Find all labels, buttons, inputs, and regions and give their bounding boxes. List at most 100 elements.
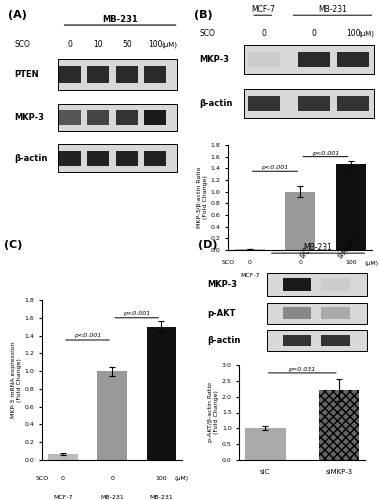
Text: siC: siC	[297, 246, 312, 260]
Text: siMKP-3: siMKP-3	[325, 470, 352, 476]
Bar	[116, 150, 138, 166]
Bar	[144, 66, 166, 83]
Y-axis label: MKP-3 mRNA expression
(Fold Change): MKP-3 mRNA expression (Fold Change)	[11, 342, 22, 418]
Bar	[319, 390, 359, 460]
Text: MKP-3: MKP-3	[200, 55, 230, 64]
Y-axis label: MKP-3/β-actin Ratio
(Fold Change): MKP-3/β-actin Ratio (Fold Change)	[197, 167, 208, 228]
Bar	[58, 60, 177, 90]
Bar	[321, 278, 350, 291]
Bar	[336, 164, 366, 250]
Text: MB-231: MB-231	[304, 243, 332, 252]
Text: MB-231: MB-231	[149, 495, 173, 500]
Text: p<0.001: p<0.001	[312, 150, 339, 156]
Text: p<0.001: p<0.001	[74, 333, 101, 338]
Text: 50: 50	[122, 40, 131, 49]
Text: SCO: SCO	[36, 476, 49, 481]
Text: 0: 0	[311, 29, 316, 38]
Bar	[298, 52, 330, 68]
Text: (D): (D)	[198, 240, 217, 250]
Bar	[283, 334, 311, 346]
Bar	[116, 66, 138, 83]
Bar	[59, 150, 81, 166]
Text: siMKP-3: siMKP-3	[336, 233, 363, 260]
Y-axis label: p-AKT/β-actin Ratio
(Fold Change): p-AKT/β-actin Ratio (Fold Change)	[208, 382, 219, 442]
Bar	[58, 144, 177, 172]
Bar	[147, 326, 176, 460]
Bar	[244, 45, 374, 74]
Text: MB-231: MB-231	[102, 15, 138, 24]
Bar	[244, 45, 374, 74]
Text: 0: 0	[261, 29, 266, 38]
Bar	[59, 110, 81, 125]
Bar	[283, 307, 311, 319]
Bar	[267, 302, 367, 324]
Text: β-actin: β-actin	[207, 336, 240, 345]
Bar	[337, 96, 369, 112]
Text: p=0.031: p=0.031	[288, 368, 316, 372]
Bar	[244, 90, 374, 118]
Bar	[144, 150, 166, 166]
Bar	[321, 307, 350, 319]
Bar	[59, 66, 81, 83]
Text: β-actin: β-actin	[15, 154, 48, 163]
Text: SCO: SCO	[15, 40, 31, 49]
Bar	[267, 273, 367, 296]
Text: 100: 100	[345, 260, 356, 266]
Text: MB-231: MB-231	[318, 5, 347, 14]
Text: p-AKT: p-AKT	[207, 308, 235, 318]
Text: 0: 0	[61, 476, 65, 481]
Text: 0: 0	[298, 260, 302, 266]
Text: β-actin: β-actin	[200, 99, 233, 108]
Text: MKP-3: MKP-3	[15, 113, 45, 122]
Bar	[97, 371, 127, 460]
Text: (A): (A)	[8, 10, 27, 20]
Bar	[245, 428, 285, 460]
Text: (μM): (μM)	[161, 41, 177, 48]
Text: 10: 10	[93, 40, 103, 49]
Bar	[248, 96, 280, 112]
Text: 100: 100	[346, 29, 360, 38]
Bar	[337, 52, 369, 68]
Bar	[58, 144, 177, 172]
Text: p<0.001: p<0.001	[261, 165, 288, 170]
Bar	[144, 110, 166, 125]
Bar	[116, 110, 138, 125]
Bar	[87, 110, 109, 125]
Bar	[234, 249, 265, 250]
Text: 100: 100	[148, 40, 162, 49]
Bar	[267, 302, 367, 324]
Bar	[267, 273, 367, 296]
Text: 0: 0	[68, 40, 72, 49]
Bar	[267, 330, 367, 351]
Bar	[87, 66, 109, 83]
Text: SCO: SCO	[222, 260, 235, 266]
Bar	[58, 104, 177, 132]
Text: (B): (B)	[194, 10, 213, 20]
Text: p<0.001: p<0.001	[123, 311, 150, 316]
Text: PTEN: PTEN	[15, 70, 40, 79]
Text: SCO: SCO	[200, 29, 215, 38]
Text: MCF-7: MCF-7	[240, 273, 260, 278]
Bar	[267, 330, 367, 351]
Text: 100: 100	[155, 476, 167, 481]
Bar	[58, 60, 177, 90]
Bar	[87, 150, 109, 166]
Text: (μM): (μM)	[358, 30, 374, 36]
Bar	[248, 52, 280, 68]
Text: MCF-7: MCF-7	[53, 495, 73, 500]
Text: (μM): (μM)	[364, 260, 378, 266]
Text: (μM): (μM)	[174, 476, 188, 481]
Text: siC: siC	[260, 470, 271, 476]
Bar	[58, 104, 177, 132]
Bar	[285, 192, 315, 250]
Text: MCF-7: MCF-7	[251, 5, 275, 14]
Text: MB-231: MB-231	[288, 273, 312, 278]
Text: MKP-3: MKP-3	[207, 280, 237, 289]
Text: 0: 0	[248, 260, 252, 266]
Bar	[48, 454, 78, 460]
Text: MB-231: MB-231	[339, 273, 363, 278]
Bar	[283, 278, 311, 291]
Text: 0: 0	[110, 476, 114, 481]
Bar	[321, 334, 350, 346]
Bar	[298, 96, 330, 112]
